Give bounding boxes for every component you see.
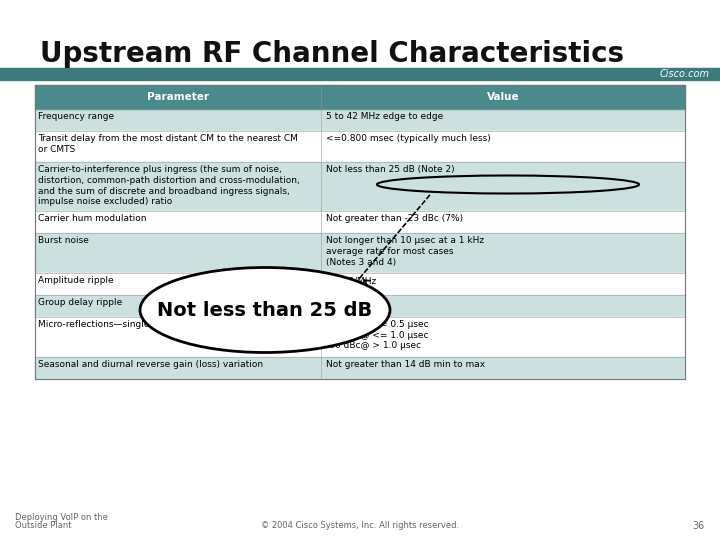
Text: Upstream RF Channel Characteristics: Upstream RF Channel Characteristics — [40, 40, 624, 68]
Text: Not less than 25 dB: Not less than 25 dB — [158, 300, 373, 320]
Bar — [35, 109, 685, 131]
Text: Amplitude ripple: Amplitude ripple — [38, 276, 114, 285]
Text: Seasonal and diurnal reverse gain (loss) variation: Seasonal and diurnal reverse gain (loss)… — [38, 360, 263, 369]
Bar — [35, 233, 685, 273]
Text: Cisco.com: Cisco.com — [660, 69, 710, 79]
Bar — [35, 317, 685, 357]
Text: 36: 36 — [693, 521, 705, 531]
Text: Deploying VoIP on the: Deploying VoIP on the — [15, 512, 108, 522]
Text: Not greater than 14 dB min to max: Not greater than 14 dB min to max — [326, 360, 485, 369]
Bar — [35, 211, 685, 233]
Bar — [35, 85, 685, 109]
Text: Micro-reflections—single echo: Micro-reflections—single echo — [38, 320, 174, 329]
Text: Value: Value — [487, 92, 519, 102]
Bar — [0, 68, 720, 80]
Bar — [35, 131, 685, 162]
Text: Not less than 25 dB (Note 2): Not less than 25 dB (Note 2) — [326, 165, 454, 174]
Text: © 2004 Cisco Systems, Inc. All rights reserved.: © 2004 Cisco Systems, Inc. All rights re… — [261, 522, 459, 530]
Text: Outside Plant: Outside Plant — [15, 522, 71, 530]
Text: Not greater than -23 dBc (7%): Not greater than -23 dBc (7%) — [326, 214, 463, 223]
Text: ±3 dB/MHz: ±3 dB/MHz — [326, 276, 377, 285]
Text: -10 dBc@ <= 0.5 μsec
-20 dBc@ <= 1.0 μsec
-30 dBc@ > 1.0 μsec: -10 dBc@ <= 0.5 μsec -20 dBc@ <= 1.0 μse… — [326, 320, 428, 350]
Text: Carrier-to-interference plus ingress (the sum of noise,
distortion, common-path : Carrier-to-interference plus ingress (th… — [38, 165, 300, 206]
Bar — [35, 273, 685, 295]
Text: <=0.800 msec (typically much less): <=0.800 msec (typically much less) — [326, 134, 491, 143]
Text: Transit delay from the most distant CM to the nearest CM
or CMTS: Transit delay from the most distant CM t… — [38, 134, 298, 154]
FancyBboxPatch shape — [590, 68, 720, 80]
Text: Not longer than 10 μsec at a 1 kHz
average rate for most cases
(Notes 3 and 4): Not longer than 10 μsec at a 1 kHz avera… — [326, 236, 484, 267]
Bar — [35, 85, 685, 379]
Text: 5 to 42 MHz edge to edge: 5 to 42 MHz edge to edge — [326, 112, 444, 121]
Bar — [35, 357, 685, 379]
Ellipse shape — [140, 267, 390, 353]
Text: Parameter: Parameter — [147, 92, 209, 102]
Text: 200 ns/MHz: 200 ns/MHz — [326, 298, 379, 307]
Bar — [35, 295, 685, 317]
Text: Burst noise: Burst noise — [38, 236, 89, 245]
Text: Carrier hum modulation: Carrier hum modulation — [38, 214, 146, 223]
Text: Group delay ripple: Group delay ripple — [38, 298, 122, 307]
Bar — [35, 162, 685, 211]
Text: Frequency range: Frequency range — [38, 112, 114, 121]
